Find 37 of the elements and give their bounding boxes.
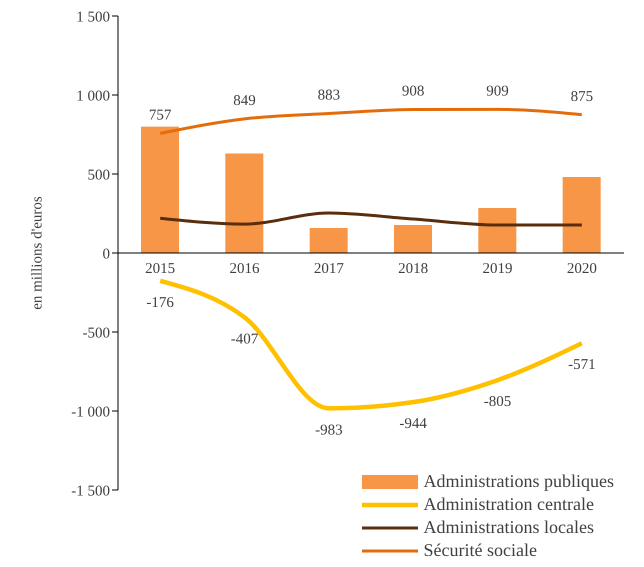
- data-label: -983: [315, 422, 343, 438]
- y-tick-label: -500: [82, 325, 110, 342]
- data-label: -805: [484, 394, 512, 410]
- bar: [141, 126, 179, 253]
- y-tick-label: 500: [88, 167, 110, 184]
- data-label: 909: [486, 83, 509, 100]
- legend-label: Administration centrale: [424, 494, 594, 515]
- data-label: 849: [233, 92, 256, 109]
- x-tick-label: 2016: [230, 261, 260, 277]
- x-tick-label: 2015: [145, 261, 176, 277]
- y-tick-label: 0: [102, 246, 110, 262]
- y-tick-label: 1 000: [76, 88, 110, 104]
- data-label: 908: [402, 84, 424, 100]
- data-label: 883: [318, 87, 340, 104]
- data-label: 757: [148, 107, 172, 124]
- bar: [225, 153, 264, 253]
- data-label: -407: [230, 331, 259, 348]
- data-label: -176: [146, 294, 174, 311]
- legend-label: Sécurité sociale: [424, 540, 537, 561]
- legend-label: Administrations locales: [424, 517, 594, 538]
- data-label: -944: [399, 416, 428, 432]
- x-tick-label: 2020: [566, 261, 597, 277]
- data-label: 875: [570, 88, 594, 105]
- y-tick-label: 1 500: [76, 9, 110, 26]
- y-axis-title: en millions d'euros: [29, 196, 46, 310]
- x-tick-label: 2017: [314, 261, 344, 277]
- line-series: [158, 212, 584, 227]
- x-tick-label: 2019: [482, 261, 512, 277]
- bar: [478, 208, 516, 253]
- bar: [310, 228, 348, 253]
- y-tick-label: -1 000: [71, 404, 110, 420]
- y-tick-label: -1 500: [71, 483, 110, 500]
- legend-label: Administrations publiques: [424, 471, 614, 492]
- bar: [562, 177, 601, 253]
- x-tick-label: 2018: [398, 261, 428, 277]
- bar: [394, 225, 432, 253]
- data-label: -571: [568, 357, 596, 374]
